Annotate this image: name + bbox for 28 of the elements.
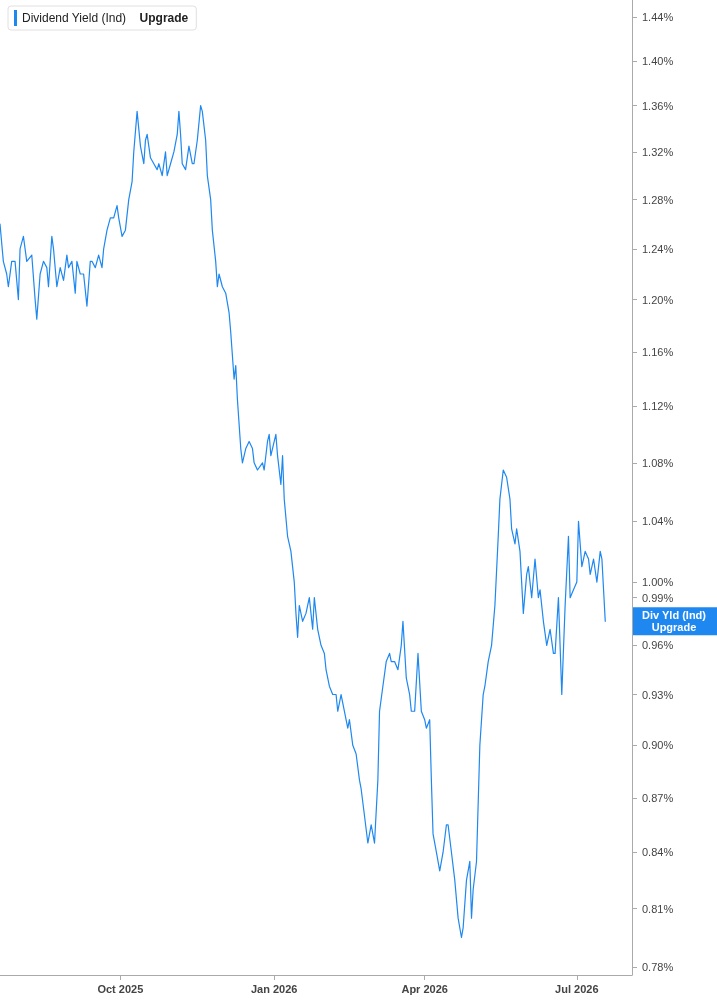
- y-tick-label: 1.44%: [642, 11, 674, 24]
- y-tick-label: 0.90%: [642, 739, 674, 752]
- y-tick-label: 0.93%: [642, 688, 674, 701]
- x-tick-label: Jan 2026: [250, 982, 298, 995]
- y-tick-label: 1.08%: [642, 456, 674, 469]
- y-tick-label: 1.12%: [642, 400, 674, 413]
- line-series: [0, 105, 606, 939]
- y-tick-label: 0.87%: [642, 791, 674, 804]
- y-tick-label: 1.24%: [642, 242, 674, 255]
- y-tick-label: 1.16%: [642, 346, 674, 359]
- y-tick-label: 0.96%: [642, 639, 674, 652]
- y-tick-label: 0.81%: [642, 902, 674, 915]
- y-tick-label: 1.32%: [642, 145, 674, 158]
- y-tick-label: 0.78%: [642, 961, 674, 974]
- y-tick-label: 1.20%: [642, 293, 674, 306]
- x-tick-label: Jul 2026: [555, 982, 599, 995]
- annotation: Upgrade: [139, 11, 189, 25]
- y-tick-label: 1.36%: [642, 99, 674, 112]
- y-tick-label: 1.04%: [642, 515, 674, 528]
- text: Div Yld (Ind) Upgrade: [642, 609, 707, 634]
- y-tick-label: 1.28%: [642, 193, 674, 206]
- y-tick-label: 0.84%: [642, 846, 674, 859]
- legend-label: Dividend Yield (Ind): [22, 11, 140, 25]
- y-tick-label: 1.00%: [642, 576, 674, 589]
- x-tick-label: Apr 2026: [401, 982, 448, 995]
- y-tick-label: 0.99%: [642, 591, 674, 604]
- x-tick-label: Oct 2025: [97, 982, 144, 995]
- y-tick-label: 1.40%: [642, 54, 674, 67]
